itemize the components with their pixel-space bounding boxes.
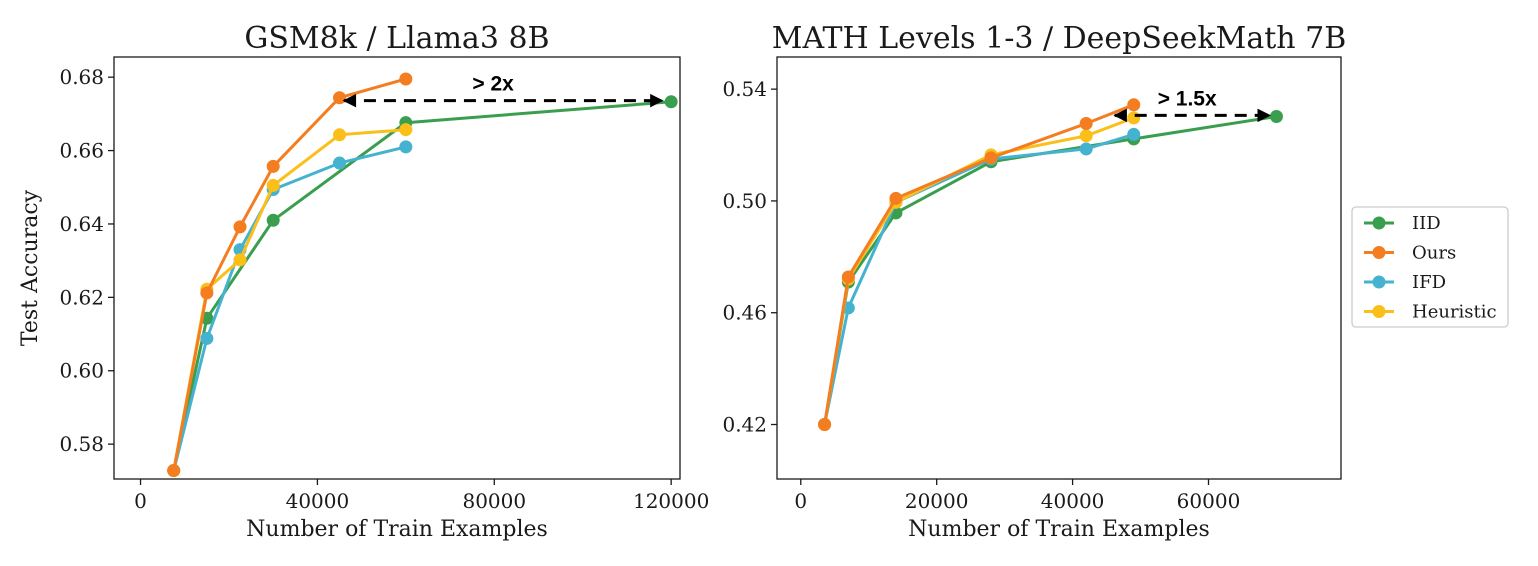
legend-marker-heuristic: [1372, 305, 1386, 318]
data-point-iid: [664, 95, 678, 109]
annotation: > 2x: [342, 73, 664, 108]
data-point-ifd: [399, 140, 413, 154]
data-point-ours: [266, 159, 280, 173]
series-line-ifd: [823, 132, 1136, 426]
series-line-ours: [823, 103, 1136, 426]
data-point-heuristic: [1127, 111, 1141, 125]
series-line-iid: [823, 115, 1278, 426]
ticks: 0 20000 40000 60000 0.42 0.46 0.50 0.54: [722, 77, 1240, 513]
x-axis-label: Number of Train Examples: [246, 517, 548, 542]
y-tick-label: 0.50: [722, 189, 767, 213]
data-point-heuristic: [1079, 129, 1093, 143]
y-tick-label: 0.46: [722, 301, 767, 325]
plot-frame: [113, 56, 681, 480]
y-tick-label: 0.54: [722, 77, 767, 101]
y-tick-label: 0.62: [59, 285, 104, 309]
data-point-iid: [1269, 110, 1283, 124]
data-point-ours: [167, 464, 181, 478]
x-tick-label: 120000: [633, 489, 709, 513]
x-tick-label: 40000: [1041, 489, 1105, 513]
data-point-ours: [889, 191, 903, 205]
series-line-iid: [172, 100, 673, 473]
data-point-ours: [333, 91, 347, 105]
plot-frame: [776, 56, 1342, 480]
data-point-heuristic: [266, 178, 280, 192]
data-point-ours: [233, 220, 247, 234]
data-point-heuristic: [233, 253, 247, 267]
chart-title: GSM8k / Llama3 8B: [244, 21, 549, 56]
series-group: [167, 72, 678, 478]
data-point-heuristic: [333, 128, 347, 142]
annotation-text: > 1.5x: [1158, 87, 1217, 110]
data-point-ours: [1079, 117, 1093, 131]
data-point-ours: [399, 72, 413, 86]
legend-label-iid: IID: [1412, 213, 1441, 234]
x-tick-label: 20000: [905, 489, 969, 513]
ticks: 0 40000 80000 120000 0.58 0.60 0.62 0.64 0.66 0.6…: [59, 65, 709, 513]
data-point-iid: [266, 213, 280, 227]
data-point-ours: [818, 418, 832, 432]
y-tick-label: 0.58: [59, 432, 104, 456]
series-line-ifd: [172, 145, 408, 473]
y-tick-label: 0.42: [722, 413, 767, 437]
annotation: > 1.5x: [1113, 87, 1272, 123]
x-axis-label: Number of Train Examples: [908, 517, 1210, 542]
legend-marker-ifd: [1372, 275, 1386, 289]
data-point-ifd: [1079, 142, 1093, 156]
chart-math: MATH Levels 1-3 / DeepSeekMath 7B Number…: [722, 21, 1346, 542]
legend-label-ours: Ours: [1412, 243, 1456, 264]
data-point-ours: [984, 151, 998, 165]
chart-gsm8k: GSM8k / Llama3 8B Test Accuracy Number o…: [18, 21, 709, 542]
legend-marker-iid: [1372, 216, 1386, 230]
y-tick-label: 0.68: [59, 65, 104, 89]
legend-label-ifd: IFD: [1412, 272, 1446, 293]
x-tick-label: 0: [134, 489, 147, 513]
x-tick-label: 0: [794, 489, 807, 513]
x-tick-label: 40000: [286, 489, 350, 513]
legend-frame: [1351, 206, 1509, 328]
y-tick-label: 0.64: [59, 212, 104, 236]
y-tick-label: 0.66: [59, 139, 104, 163]
x-tick-label: 60000: [1177, 489, 1241, 513]
chart-title: MATH Levels 1-3 / DeepSeekMath 7B: [772, 21, 1347, 56]
y-axis-label: Test Accuracy: [18, 189, 43, 346]
data-point-ifd: [1127, 127, 1141, 141]
series-line-heuristic: [172, 128, 408, 473]
data-point-ifd: [333, 156, 347, 170]
data-point-ours: [841, 270, 855, 284]
data-point-ifd: [200, 331, 214, 345]
series-group: [818, 98, 1283, 432]
data-point-ours: [200, 286, 214, 300]
legend: IID Ours IFD Heuristic: [1351, 206, 1509, 328]
annotation-text: > 2x: [472, 73, 514, 96]
legend-label-heuristic: Heuristic: [1412, 302, 1497, 323]
legend-marker-ours: [1372, 246, 1386, 259]
data-point-heuristic: [399, 123, 413, 137]
y-tick-label: 0.60: [59, 359, 104, 383]
x-tick-label: 80000: [462, 489, 526, 513]
series-line-ours: [172, 77, 408, 473]
data-point-ours: [1127, 98, 1141, 112]
